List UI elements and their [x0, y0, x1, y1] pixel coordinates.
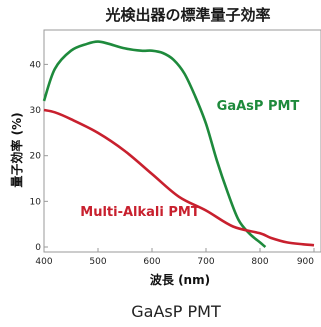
x-tick-label: 800: [251, 257, 268, 267]
x-tick-label: 700: [197, 257, 214, 267]
series-line-gaasp: [42, 40, 267, 248]
series-label-multialkali: Multi-Alkali PMT: [80, 205, 200, 220]
series-lines: [42, 40, 315, 248]
x-tick-label: 400: [35, 257, 52, 267]
y-tick-label: 0: [35, 243, 41, 253]
y-axis-label: 量子効率 (%): [9, 112, 24, 187]
y-tick-label: 30: [30, 106, 42, 116]
chart-title: 光検出器の標準量子効率: [104, 6, 270, 24]
x-tick-label: 600: [143, 257, 160, 267]
series-label-gaasp: GaAsP PMT: [217, 99, 300, 114]
plot-frame: [43, 29, 321, 253]
x-axis-ticks: 400 500 600 700 800 900: [35, 248, 315, 267]
figure-caption: GaAsP PMT: [131, 302, 221, 321]
x-tick-label: 500: [89, 257, 106, 267]
x-tick-label: 900: [297, 257, 314, 267]
y-tick-label: 20: [30, 152, 42, 162]
y-tick-label: 10: [30, 197, 42, 207]
y-axis-ticks: 0 10 20 30 40: [30, 60, 48, 253]
x-axis-label: 波長 (nm): [150, 272, 210, 287]
y-tick-label: 40: [30, 60, 42, 70]
series-line-multialkali: [43, 108, 315, 247]
